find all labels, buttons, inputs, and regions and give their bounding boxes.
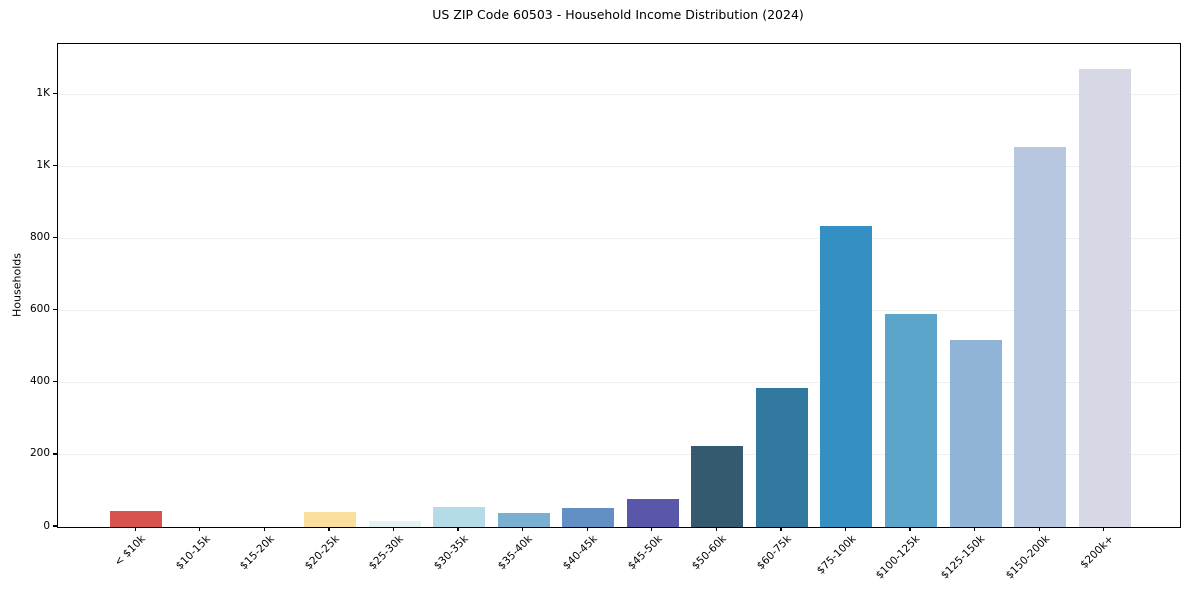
x-tick-label: < $10k (112, 533, 148, 569)
bar-50-60k (691, 445, 744, 527)
x-tick-label: $125-150k (938, 533, 988, 582)
x-tick-mark (651, 527, 653, 531)
y-tick-mark (53, 453, 57, 455)
bar-40-45k (562, 508, 615, 527)
x-tick-mark (973, 527, 976, 531)
bar-20-25k (303, 511, 356, 527)
x-tick-label: $15-20k (237, 533, 277, 573)
y-tick-mark (53, 92, 57, 95)
x-tick-mark (715, 527, 717, 531)
y-tick-mark (53, 164, 57, 167)
x-tick-label: $75-100k (814, 533, 858, 577)
x-tick-mark (457, 527, 459, 531)
gridline (58, 166, 1180, 168)
x-tick-label: $50-60k (689, 533, 729, 573)
x-tick-mark (1038, 527, 1040, 531)
gridline (58, 382, 1180, 384)
x-tick-label: $10-15k (173, 533, 213, 573)
bar-75-100k (820, 226, 873, 527)
bar-25-30k (368, 520, 421, 527)
plot-area (57, 43, 1181, 528)
x-tick-label: $150-200k (1003, 533, 1052, 582)
x-tick-mark (328, 527, 330, 531)
y-tick-mark (53, 309, 57, 311)
y-tick-mark (53, 236, 57, 239)
x-tick-mark (1103, 527, 1105, 531)
bar-10k (110, 510, 163, 527)
y-tick-label: 400 (29, 375, 50, 388)
chart-title: US ZIP Code 60503 - Household Income Dis… (432, 7, 804, 22)
gridline (58, 310, 1180, 312)
gridline (58, 454, 1180, 456)
y-tick-mark (53, 525, 57, 527)
y-tick-label: 200 (29, 447, 50, 460)
x-tick-label: $35-40k (496, 533, 536, 573)
x-tick-label: $40-45k (560, 533, 600, 573)
bar-60-75k (755, 388, 808, 527)
y-tick-label: 0 (43, 519, 50, 532)
bar-150-200k (1014, 146, 1067, 527)
x-tick-mark (392, 527, 395, 531)
x-tick-mark (909, 527, 911, 531)
x-tick-label: $60-75k (754, 533, 794, 573)
x-tick-label: $25-30k (366, 533, 407, 573)
x-tick-mark (199, 527, 201, 531)
bar-100-125k (885, 314, 938, 527)
x-tick-label: $200k+ (1078, 533, 1117, 571)
x-tick-label: $100-125k (873, 533, 923, 582)
y-tick-label: 1K (36, 86, 50, 99)
y-tick-label: 800 (29, 231, 50, 244)
y-tick-label: 600 (29, 303, 50, 316)
x-tick-mark (780, 527, 782, 531)
bar-35-40k (497, 512, 550, 527)
x-tick-label: $20-25k (302, 533, 342, 573)
y-tick-label: 1K (36, 159, 50, 172)
x-tick-label: $45-50k (625, 533, 665, 573)
gridline (58, 93, 1180, 95)
bar-200k (1078, 69, 1131, 527)
bar-45-50k (626, 498, 679, 527)
x-tick-label: $30-35k (431, 533, 471, 573)
x-tick-mark (522, 527, 524, 531)
x-tick-mark (263, 527, 266, 531)
bar-125-150k (949, 339, 1002, 527)
y-tick-mark (53, 381, 57, 383)
gridline (58, 238, 1180, 240)
x-tick-mark (586, 527, 588, 531)
x-tick-mark (134, 527, 136, 531)
x-tick-mark (844, 527, 847, 531)
bar-30-35k (433, 507, 486, 527)
